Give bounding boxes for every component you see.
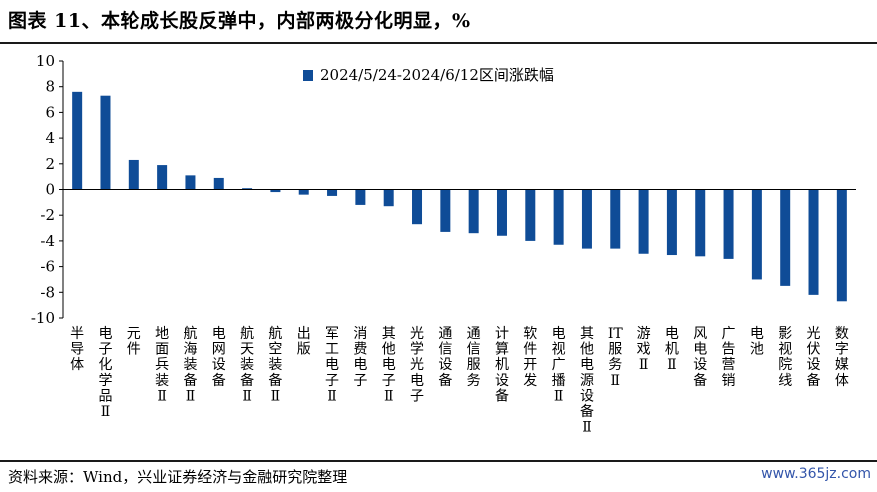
bar <box>496 189 507 236</box>
x-tick-label: IT 服务 Ⅱ <box>608 326 624 389</box>
bottom-divider <box>0 460 877 462</box>
bar <box>695 189 706 257</box>
x-tick-label: 出版 <box>297 326 311 358</box>
x-tick-label: 软件开发 <box>523 326 537 389</box>
x-tick-label: 风电设备 <box>693 326 707 389</box>
x-tick-label: 元件 <box>127 326 141 358</box>
watermark: www.365jz.com <box>761 466 871 482</box>
y-tick-label: 6 <box>45 103 55 121</box>
y-tick-label: 10 <box>36 52 55 70</box>
legend-swatch <box>303 70 313 81</box>
x-tick-label: 其他电子 Ⅱ <box>382 326 396 404</box>
x-tick-label: 航天装备 Ⅱ <box>240 326 254 404</box>
bar <box>185 175 196 190</box>
bar <box>383 189 394 207</box>
y-tick-label: 4 <box>45 129 55 147</box>
chart-title: 图表 11、本轮成长股反弹中，内部两极分化明显，% <box>8 10 471 32</box>
bar <box>213 177 224 190</box>
source-note: 资料来源：Wind，兴业证券经济与金融研究院整理 <box>8 468 348 486</box>
bar <box>610 189 621 249</box>
y-tick-label: -2 <box>40 206 55 224</box>
x-tick-label: 电子化学品 Ⅱ <box>98 326 112 420</box>
y-tick-label: -8 <box>40 283 55 301</box>
bar <box>808 189 819 295</box>
bar <box>666 189 677 256</box>
bar <box>355 189 366 205</box>
legend-label: 2024/5/24-2024/6/12区间涨跌幅 <box>320 66 554 84</box>
x-tick-label: 计算机设备 <box>495 326 509 404</box>
x-tick-label: 通信服务 <box>467 326 481 389</box>
bar <box>440 189 451 232</box>
x-tick-label: 光学光电子 <box>410 326 424 404</box>
bar <box>751 189 762 280</box>
x-tick-label: 电网设备 <box>212 326 226 389</box>
x-tick-label: 广告营销 <box>722 326 736 389</box>
x-tick-label: 光伏设备 <box>807 326 821 389</box>
bar <box>298 189 309 195</box>
y-tick-label: -6 <box>40 258 55 276</box>
x-tick-label: 电视广播 Ⅱ <box>552 326 566 404</box>
bar <box>836 189 847 302</box>
x-tick-label: 半导体 <box>70 326 84 373</box>
bar <box>468 189 479 234</box>
x-tick-label: 游戏 Ⅱ <box>637 326 651 373</box>
x-tick-label: 电池 <box>750 326 764 358</box>
x-tick-label: 航海装备 Ⅱ <box>183 326 197 404</box>
y-tick-label: 0 <box>45 181 55 199</box>
bar <box>553 189 564 245</box>
bar <box>780 189 791 286</box>
x-tick-label: 航空装备 Ⅱ <box>268 326 282 404</box>
y-tick-label: 8 <box>45 78 55 96</box>
bar <box>412 189 423 225</box>
x-tick-label: 电机 Ⅱ <box>665 326 679 373</box>
bar <box>157 165 168 190</box>
x-tick-label: 军工电子 Ⅱ <box>325 326 339 404</box>
bar <box>327 189 338 196</box>
x-tick-label: 消费电子 <box>353 326 367 389</box>
bar <box>638 189 649 254</box>
bar <box>723 189 734 259</box>
bar <box>270 189 281 193</box>
bar <box>128 159 139 190</box>
x-tick-label: 其他电源设备 Ⅱ <box>580 326 594 436</box>
bar <box>100 95 111 190</box>
bar <box>242 188 253 190</box>
y-tick-label: -4 <box>40 232 55 250</box>
y-tick-label: -10 <box>31 309 55 327</box>
x-tick-label: 数字媒体 <box>835 326 849 389</box>
x-tick-label: 通信设备 <box>438 326 452 389</box>
x-tick-label: 影视院线 <box>778 326 792 389</box>
bar <box>72 91 83 190</box>
top-divider <box>0 42 877 44</box>
y-tick-label: 2 <box>45 155 55 173</box>
bar <box>581 189 592 249</box>
bar <box>525 189 536 241</box>
x-tick-label: 地面兵装 Ⅱ <box>155 326 169 404</box>
